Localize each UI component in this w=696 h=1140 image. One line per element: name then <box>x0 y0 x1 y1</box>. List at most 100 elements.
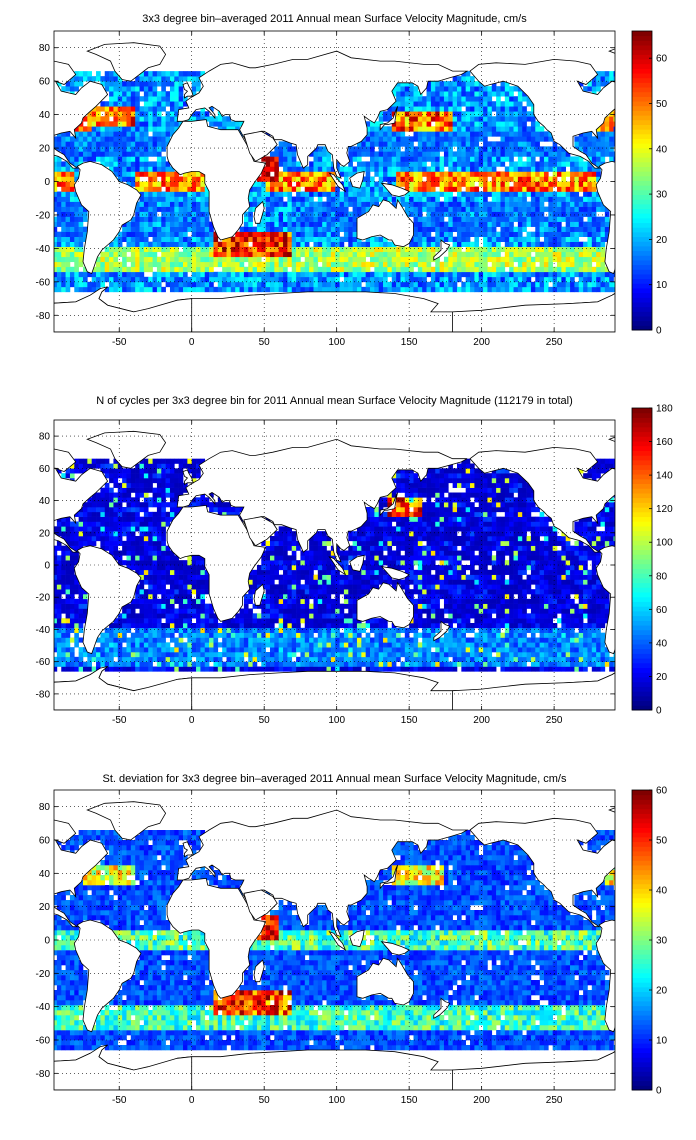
heatmap-cell <box>483 121 488 127</box>
heatmap-cell <box>391 246 397 253</box>
heatmap-cell <box>187 226 193 232</box>
heatmap-cell <box>456 191 462 197</box>
heatmap-cell <box>117 656 123 662</box>
heatmap-cell <box>61 211 66 217</box>
heatmap-cell <box>104 656 110 662</box>
heatmap-cell <box>509 251 514 258</box>
heatmap-cell <box>565 206 571 212</box>
heatmap-cell <box>478 111 484 117</box>
heatmap-cell <box>435 241 440 248</box>
heatmap-cell <box>161 647 166 653</box>
heatmap-cell <box>417 647 423 653</box>
heatmap-cell <box>191 111 197 117</box>
heatmap-cell <box>343 211 349 217</box>
heatmap-cell <box>543 236 549 242</box>
heatmap-cell <box>335 637 340 643</box>
colorbar-swatch <box>632 101 652 107</box>
heatmap-cell <box>252 276 258 283</box>
heatmap-cell <box>456 126 462 132</box>
heatmap-cell <box>526 186 532 192</box>
heatmap-cell <box>530 196 536 202</box>
heatmap-cell <box>87 661 92 667</box>
heatmap-cell <box>313 171 319 177</box>
heatmap-cell <box>296 256 301 263</box>
heatmap-cell <box>552 642 558 648</box>
heatmap-cell <box>500 216 506 222</box>
heatmap-cell <box>422 251 427 258</box>
heatmap-cell <box>409 276 414 283</box>
heatmap-cell <box>278 241 284 248</box>
heatmap-cell <box>478 191 484 197</box>
x-tick-label: 0 <box>189 337 195 348</box>
heatmap-cell <box>404 146 410 152</box>
heatmap-cell <box>230 246 236 253</box>
heatmap-cell <box>409 166 414 172</box>
heatmap-cell <box>448 642 453 648</box>
heatmap-cell <box>296 226 301 232</box>
heatmap-cell <box>296 186 301 192</box>
heatmap-cell <box>200 176 206 182</box>
heatmap-cell <box>426 81 432 87</box>
heatmap-cell <box>217 632 223 638</box>
heatmap-cell <box>513 161 519 167</box>
heatmap-cell <box>335 161 340 167</box>
heatmap-cell <box>148 647 153 653</box>
heatmap-cell <box>548 266 553 273</box>
heatmap-cell <box>543 231 549 237</box>
heatmap-cell <box>152 181 158 187</box>
heatmap-cell <box>587 261 593 268</box>
heatmap-cell <box>474 647 480 653</box>
heatmap-cell <box>426 121 432 127</box>
heatmap-cell <box>174 96 179 102</box>
heatmap-cell <box>504 126 510 132</box>
heatmap-cell <box>178 221 184 227</box>
heatmap-cell <box>169 126 175 132</box>
heatmap-cell <box>104 637 110 643</box>
heatmap-cell <box>261 211 266 217</box>
heatmap-cell <box>517 206 523 212</box>
heatmap-cell <box>261 181 266 187</box>
heatmap-cell <box>96 106 101 112</box>
heatmap-cell <box>513 106 519 112</box>
heatmap-cell <box>143 281 149 288</box>
landmass-south-america <box>595 160 615 275</box>
heatmap-cell <box>330 226 336 232</box>
heatmap-cell <box>578 637 584 643</box>
heatmap-cell <box>483 201 488 207</box>
heatmap-cell <box>122 141 127 147</box>
heatmap-cell <box>143 166 149 172</box>
heatmap-cell <box>256 191 262 197</box>
heatmap-cell <box>465 81 471 87</box>
heatmap-cell <box>513 116 519 122</box>
heatmap-cell <box>152 246 158 253</box>
heatmap-cell <box>530 236 536 242</box>
heatmap-cell <box>243 216 249 222</box>
landmass-arabia-fill <box>243 130 278 162</box>
heatmap-cell <box>313 276 319 283</box>
heatmap-cell <box>513 251 519 258</box>
heatmap-cell <box>69 136 75 142</box>
heatmap-cell <box>222 116 227 122</box>
heatmap-cell <box>248 637 253 643</box>
heatmap-cell <box>222 251 227 258</box>
heatmap-cell <box>126 666 132 672</box>
heatmap-cell <box>378 251 384 258</box>
heatmap-cell <box>604 221 610 227</box>
heatmap-cell <box>326 206 332 212</box>
heatmap-cell <box>96 121 101 127</box>
heatmap-cell <box>396 196 401 202</box>
heatmap-cell <box>283 161 288 167</box>
heatmap-cell <box>439 176 445 182</box>
heatmap-cell <box>126 181 132 187</box>
heatmap-cell <box>317 211 323 217</box>
heatmap-cell <box>196 652 201 658</box>
heatmap-cell <box>396 652 401 658</box>
heatmap-cell <box>274 266 279 273</box>
heatmap-cell <box>100 101 106 107</box>
heatmap-cell <box>417 642 423 648</box>
colorbar-swatch <box>632 185 652 191</box>
heatmap-cell <box>322 181 327 187</box>
heatmap-cell <box>165 261 171 268</box>
heatmap-cell <box>574 666 580 672</box>
heatmap-cell <box>143 111 149 117</box>
